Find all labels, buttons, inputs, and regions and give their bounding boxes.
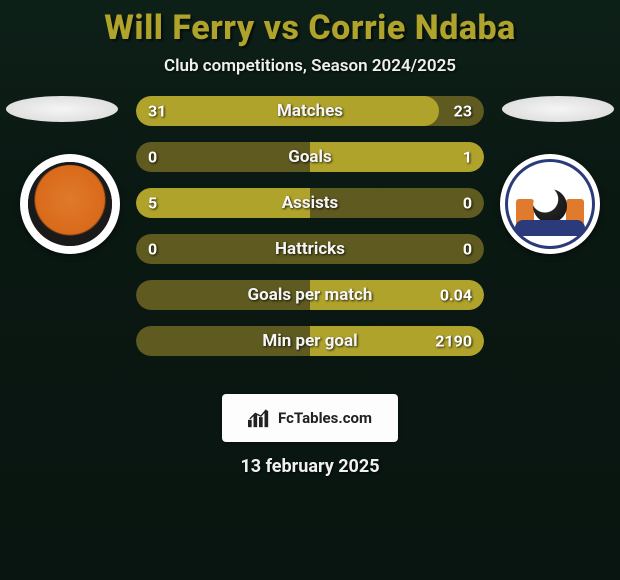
player-photo-left xyxy=(6,96,118,122)
brand-link[interactable]: FcTables.com xyxy=(222,394,398,442)
date-text: 13 february 2025 xyxy=(0,456,620,477)
stat-row: 5 Assists 0 xyxy=(136,188,484,218)
bar-fill-right xyxy=(310,280,484,310)
crest-graphic-right xyxy=(505,159,595,249)
stat-row: 31 Matches 23 xyxy=(136,96,484,126)
player-photo-right xyxy=(502,96,614,122)
club-crest-right xyxy=(500,154,600,254)
bar-fill-right xyxy=(310,326,484,356)
bar-base-left xyxy=(136,234,310,264)
crest-graphic-left xyxy=(28,162,112,246)
bar-track xyxy=(136,96,484,126)
header: Will Ferry vs Corrie Ndaba Club competit… xyxy=(0,0,620,76)
bar-base-left xyxy=(136,326,310,356)
bar-fill-right xyxy=(310,96,439,126)
footer: FcTables.com 13 february 2025 xyxy=(0,394,620,477)
bar-base-right xyxy=(310,188,484,218)
bar-track xyxy=(136,234,484,264)
brand-text: FcTables.com xyxy=(278,409,372,427)
page-title: Will Ferry vs Corrie Ndaba xyxy=(0,8,620,48)
stat-row: 0 Goals 1 xyxy=(136,142,484,172)
bar-track xyxy=(136,280,484,310)
brand-icon xyxy=(248,408,270,428)
bar-base-left xyxy=(136,142,310,172)
bar-base-right xyxy=(310,234,484,264)
stat-row: Goals per match 0.04 xyxy=(136,280,484,310)
page-subtitle: Club competitions, Season 2024/2025 xyxy=(0,56,620,76)
bar-track xyxy=(136,142,484,172)
bar-fill-right xyxy=(310,142,484,172)
bar-fill-left xyxy=(136,188,310,218)
stat-bars: 31 Matches 23 0 Goals 1 5 Assists 0 0 xyxy=(136,96,484,372)
bar-base-left xyxy=(136,280,310,310)
stat-row: 0 Hattricks 0 xyxy=(136,234,484,264)
bar-track xyxy=(136,188,484,218)
bar-track xyxy=(136,326,484,356)
stat-row: Min per goal 2190 xyxy=(136,326,484,356)
bar-fill-left xyxy=(136,96,310,126)
club-crest-left xyxy=(20,154,120,254)
